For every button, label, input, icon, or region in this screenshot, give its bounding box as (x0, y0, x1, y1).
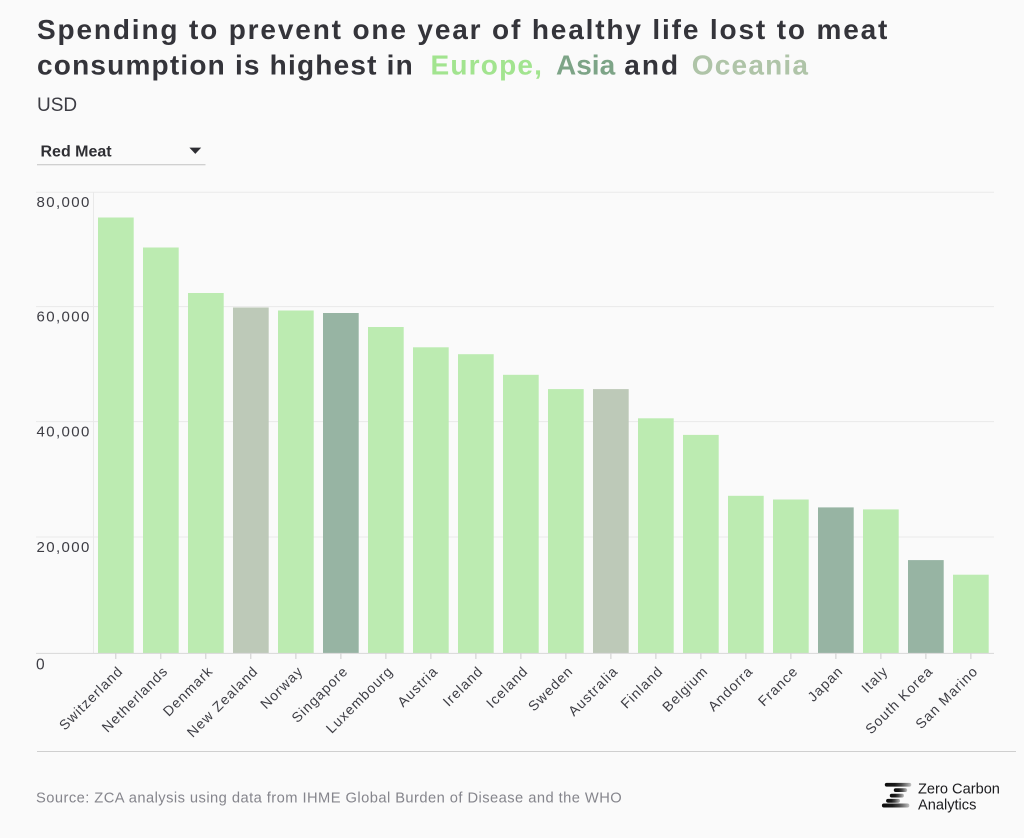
svg-text:20,000: 20,000 (37, 539, 91, 556)
svg-text:Source: ZCA analysis using dat: Source: ZCA analysis using data from IHM… (36, 790, 622, 806)
svg-text:consumption is highest in: consumption is highest in (37, 50, 414, 81)
svg-text:0: 0 (36, 657, 45, 674)
svg-text:40,000: 40,000 (37, 423, 91, 440)
svg-text:USD: USD (37, 95, 77, 116)
svg-text:and: and (624, 50, 680, 81)
svg-text:Analytics: Analytics (918, 797, 976, 813)
svg-text:80,000: 80,000 (37, 194, 91, 211)
svg-text:Spending to prevent one year o: Spending to prevent one year of healthy … (37, 14, 889, 45)
svg-text:Red Meat: Red Meat (41, 144, 113, 161)
svg-text:Asia: Asia (556, 50, 616, 81)
svg-text:Europe,: Europe, (431, 50, 544, 81)
svg-text:Zero Carbon: Zero Carbon (918, 781, 1000, 797)
svg-text:60,000: 60,000 (37, 308, 91, 325)
svg-text:Oceania: Oceania (692, 50, 809, 81)
